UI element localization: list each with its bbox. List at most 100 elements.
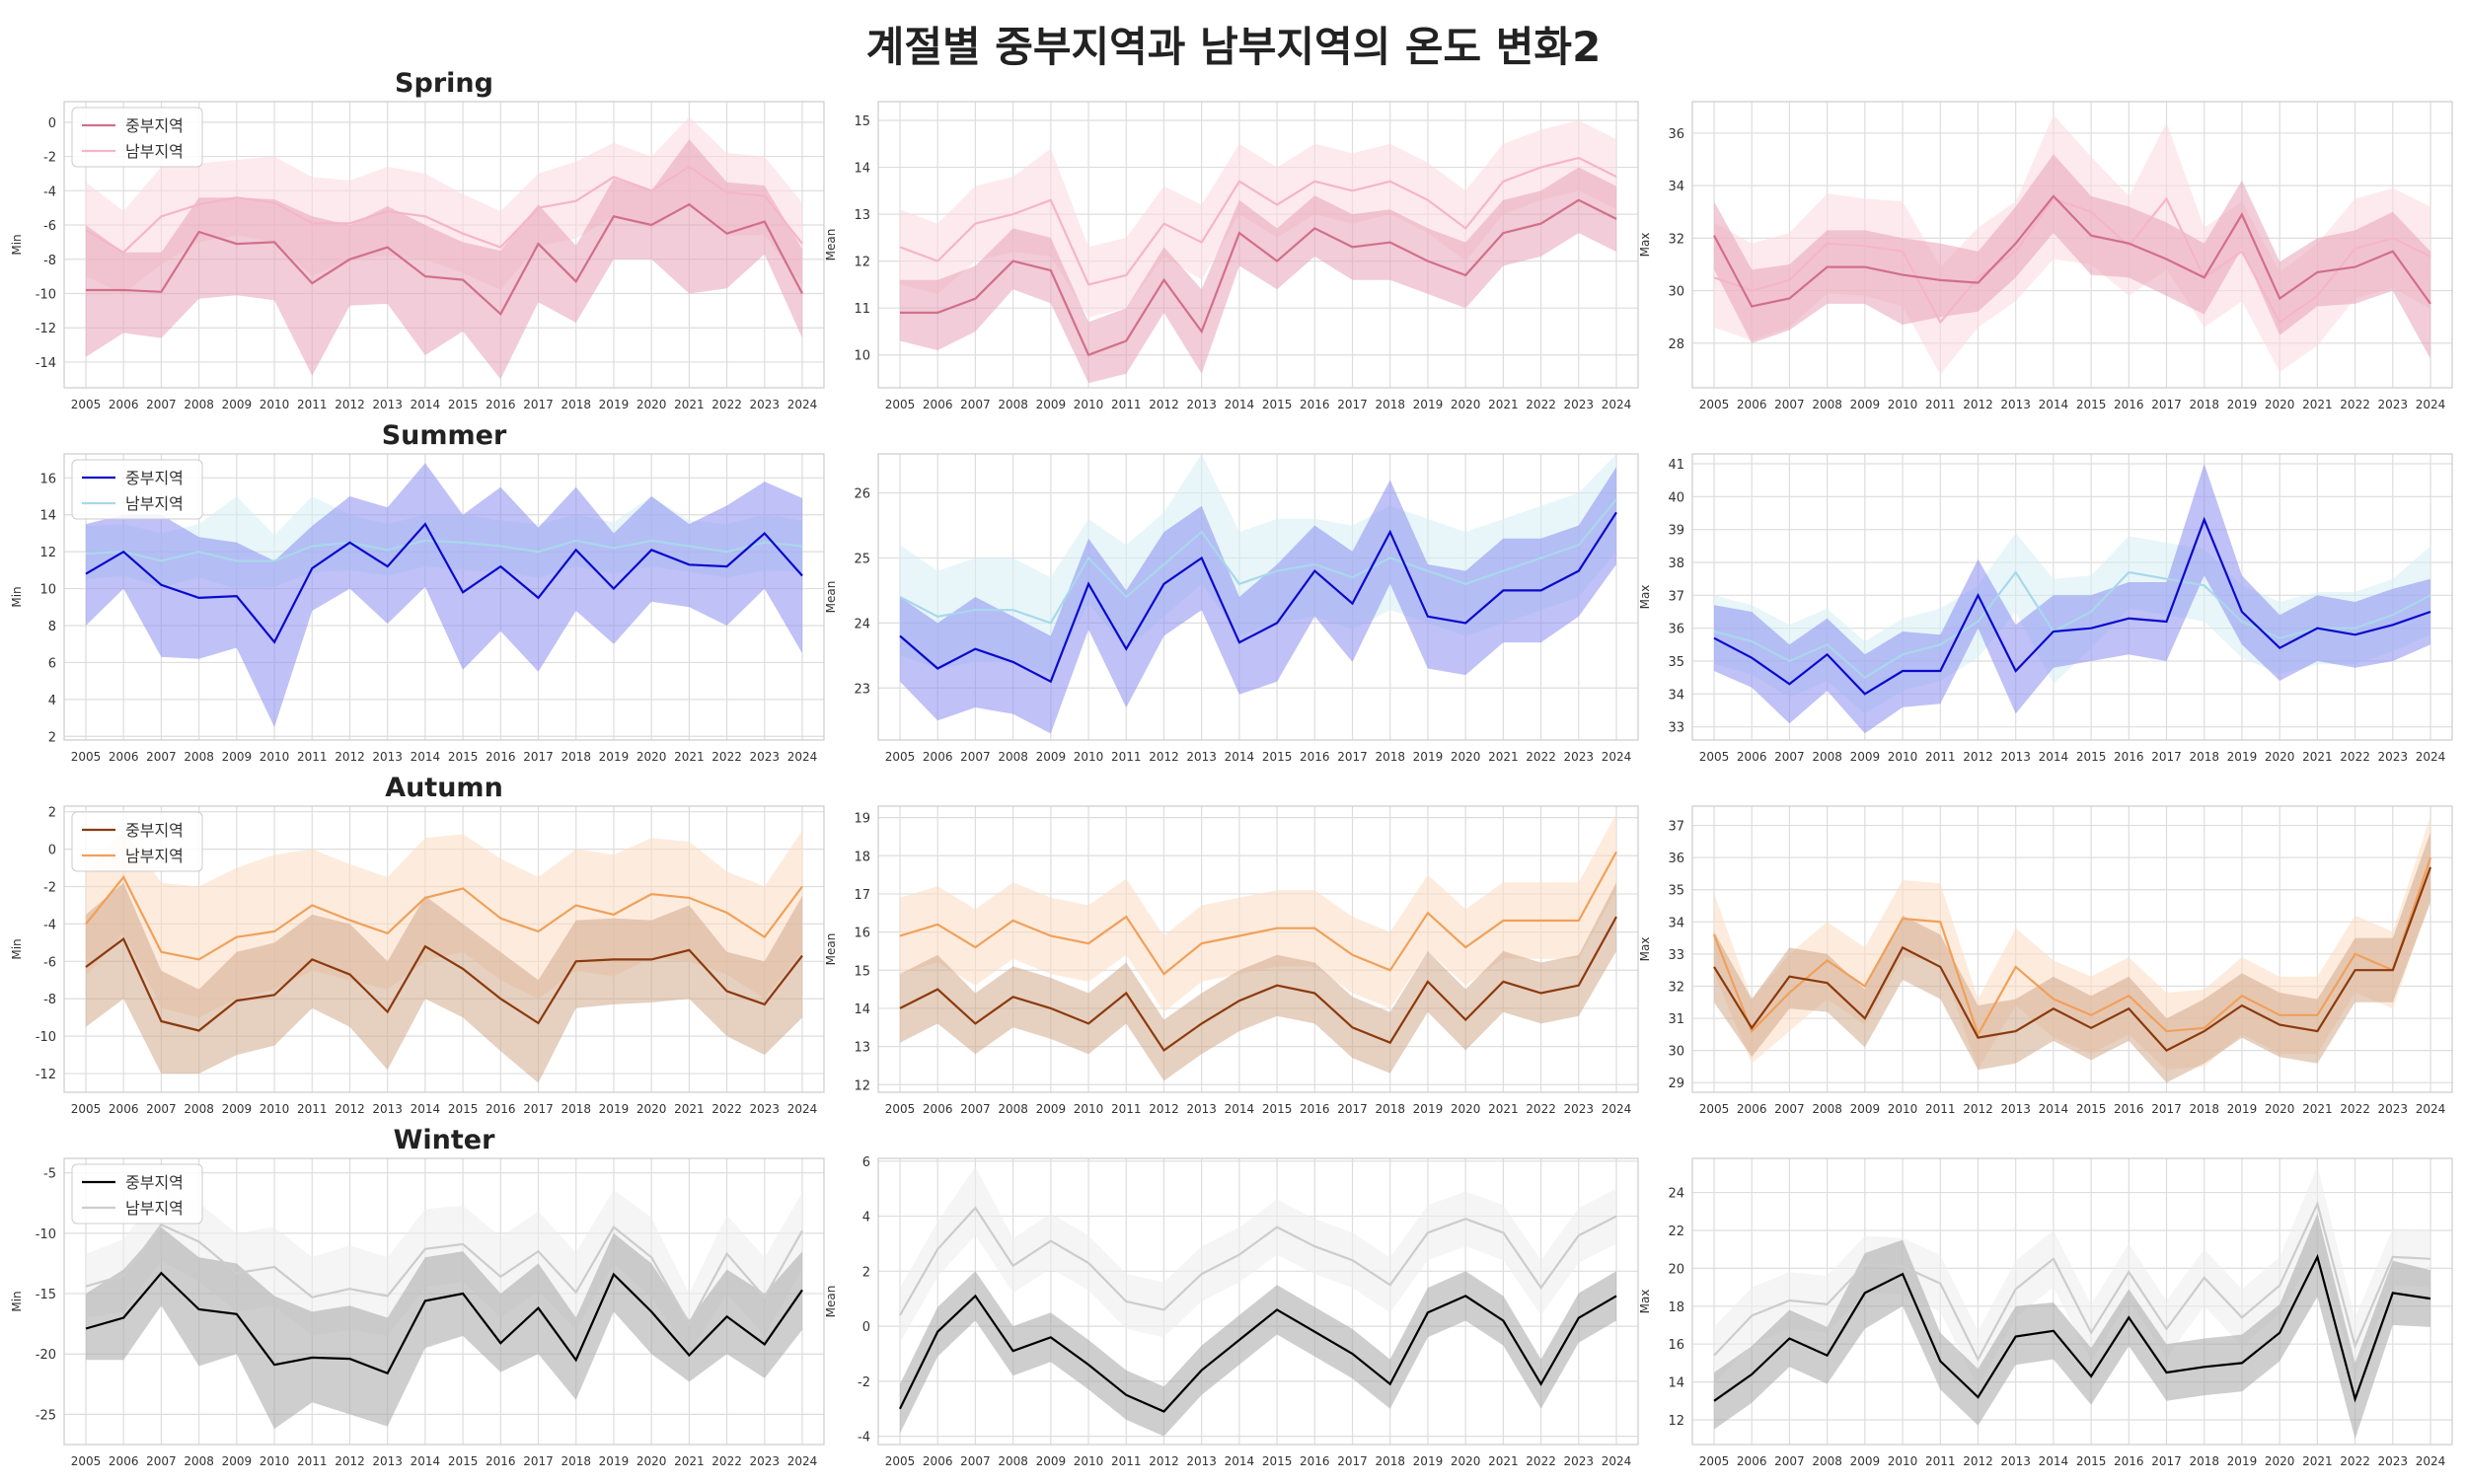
southern-line (85, 1223, 803, 1326)
x-tick-label: 2008 (998, 398, 1028, 411)
season-title: Spring (395, 68, 493, 99)
x-tick-label: 2016 (2114, 398, 2144, 411)
y-tick-label: 14 (1668, 1376, 1684, 1391)
x-tick-label: 2017 (523, 398, 554, 411)
x-tick-label: 2005 (1699, 1102, 1730, 1116)
x-tick-label: 2015 (2076, 398, 2107, 411)
x-tick-label: 2008 (998, 1454, 1028, 1468)
y-axis-label: Min (10, 938, 24, 959)
plot-frame (63, 453, 825, 741)
plot-frame (877, 101, 1639, 389)
y-axis-label: Max (1638, 1290, 1652, 1314)
x-tick-label: 2024 (2416, 750, 2446, 764)
y-axis-label: Mean (824, 229, 838, 261)
x-tick-label: 2011 (1111, 1102, 1142, 1116)
x-tick-label: 2020 (636, 1102, 667, 1116)
central-line (85, 522, 803, 644)
central-band (86, 1226, 802, 1430)
x-tick-label: 2008 (998, 1102, 1028, 1116)
x-tick-label: 2022 (2340, 750, 2370, 764)
x-tick-label: 2005 (885, 750, 916, 764)
x-tick-label: 2019 (2227, 750, 2258, 764)
x-tick-label: 2007 (146, 750, 177, 764)
central-band (1714, 832, 2430, 1083)
x-tick-label: 2008 (184, 1102, 214, 1116)
x-tick-label: 2006 (923, 1102, 953, 1116)
y-tick-label: 12 (854, 1078, 870, 1093)
x-tick-label: 2024 (2416, 1102, 2446, 1116)
x-tick-label: 2015 (2076, 750, 2107, 764)
x-tick-label: 2014 (411, 750, 441, 764)
southern-line (1712, 856, 2432, 1038)
x-tick-label: 2009 (1850, 1102, 1881, 1116)
legend-label: 남부지역 (125, 1199, 184, 1218)
x-tick-label: 2017 (523, 1102, 554, 1116)
x-tick-label: 2016 (1300, 1102, 1330, 1116)
y-axis-label: Mean (824, 581, 838, 614)
x-tick-label: 2022 (711, 398, 742, 411)
y-tick-label: -2 (858, 1375, 870, 1390)
x-tick-label: 2011 (1111, 1454, 1142, 1468)
x-tick-label: 2008 (998, 750, 1028, 764)
x-tick-label: 2021 (674, 1454, 705, 1468)
x-tick-label: 2017 (1337, 750, 1368, 764)
central-band (900, 1271, 1616, 1437)
x-tick-label: 2013 (1186, 750, 1217, 764)
panel-autumn-min: 2 0 -2 -4 -6 -8 -10 -12 2005 2006 2007 2008 2009 2010… (10, 773, 825, 1116)
x-tick-label: 2006 (109, 750, 139, 764)
x-tick-label: 2015 (448, 1102, 479, 1116)
x-tick-label: 2019 (1413, 1454, 1444, 1468)
x-tick-label: 2015 (1262, 398, 1293, 411)
y-tick-label: 2 (48, 806, 56, 821)
x-tick-label: 2018 (1375, 1454, 1405, 1468)
x-tick-label: 2023 (750, 750, 781, 764)
x-tick-label: 2009 (222, 1454, 253, 1468)
x-tick-label: 2015 (448, 750, 479, 764)
x-tick-label: 2011 (1925, 750, 1956, 764)
x-tick-label: 2023 (750, 1454, 781, 1468)
x-tick-label: 2017 (1337, 398, 1368, 411)
x-tick-label: 2019 (1413, 398, 1444, 411)
x-tick-label: 2023 (2378, 1454, 2409, 1468)
x-tick-label: 2019 (599, 750, 630, 764)
x-tick-label: 2005 (885, 1454, 916, 1468)
x-tick-label: 2017 (1337, 1102, 1368, 1116)
x-tick-label: 2020 (1451, 750, 1481, 764)
x-tick-label: 2020 (1451, 1454, 1481, 1468)
plot-frame (877, 453, 1639, 741)
x-tick-label: 2006 (923, 398, 953, 411)
central-line (86, 202, 803, 317)
southern-line (899, 851, 1617, 976)
x-tick-label: 2019 (599, 1102, 630, 1116)
y-tick-label: -6 (43, 219, 56, 234)
x-tick-label: 2013 (2000, 750, 2031, 764)
x-tick-label: 2008 (1812, 750, 1842, 764)
panel-summer-min: 2 4 6 8 10 12 14 16 2005 2006 2007 2008 2009 2010 2011… (10, 420, 825, 764)
plot-frame (1691, 101, 2453, 389)
y-tick-label: 32 (1668, 980, 1684, 995)
x-tick-label: 2017 (2151, 398, 2182, 411)
y-tick-label: -10 (36, 1227, 56, 1242)
legend-label: 중부지역 (125, 469, 184, 487)
x-tick-label: 2017 (523, 750, 554, 764)
central-band (900, 882, 1616, 1081)
x-tick-label: 2007 (960, 398, 991, 411)
x-tick-label: 2008 (1812, 398, 1842, 411)
x-tick-label: 2010 (1074, 398, 1104, 411)
y-tick-label: -12 (36, 322, 56, 336)
x-tick-label: 2011 (1925, 398, 1956, 411)
x-tick-label: 2012 (335, 398, 365, 411)
x-tick-label: 2016 (486, 1102, 516, 1116)
x-tick-label: 2010 (1074, 1454, 1104, 1468)
season-title: Summer (382, 420, 507, 451)
x-tick-label: 2012 (335, 750, 365, 764)
y-tick-label: -14 (36, 356, 56, 371)
x-tick-label: 2012 (1149, 750, 1179, 764)
x-tick-label: 2011 (297, 1102, 328, 1116)
x-tick-label: 2013 (2000, 1102, 2031, 1116)
x-tick-label: 2014 (2039, 750, 2069, 764)
x-tick-label: 2005 (1699, 1454, 1730, 1468)
x-tick-label: 2009 (1850, 1454, 1881, 1468)
panel-spring-mean: 10 11 12 13 14 15 2005 2006 2007 2008 2009 2010 2011… (824, 101, 1639, 411)
